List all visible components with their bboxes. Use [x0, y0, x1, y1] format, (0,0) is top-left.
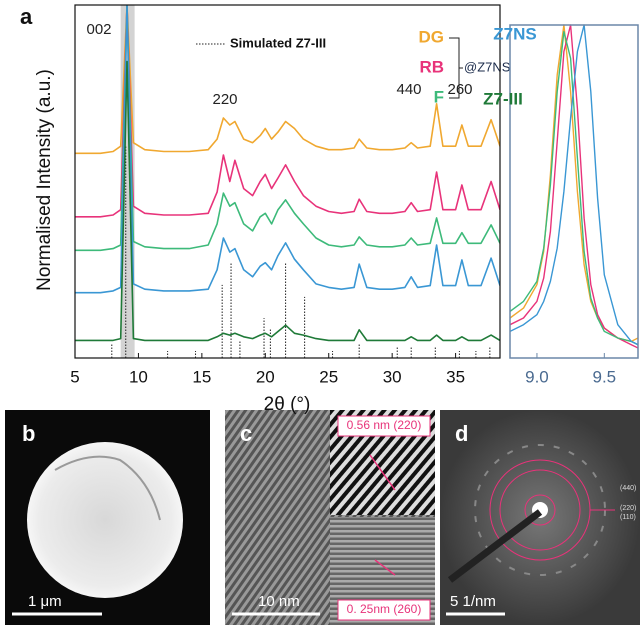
panel-label: a	[20, 4, 33, 29]
x-tick-label: 30	[383, 367, 402, 386]
panel-label: d	[455, 421, 468, 446]
x-tick-label: 9.5	[592, 367, 616, 386]
ring-label: (440)	[620, 485, 636, 492]
panel-label: c	[240, 421, 252, 446]
x-axis-title: 2θ (°)	[264, 394, 311, 415]
legend-suffix: @Z7NS	[464, 59, 511, 74]
scale-text: 1 μm	[28, 593, 62, 610]
legend-label: F	[434, 87, 444, 106]
x-tick-label: 10	[129, 367, 148, 386]
legend-label: RB	[419, 57, 444, 76]
x-tick-label: 25	[319, 367, 338, 386]
x-tick-label: 5	[70, 367, 79, 386]
annotation: 002	[86, 21, 111, 38]
panel-label: b	[22, 421, 35, 446]
scale-text: 10 nm	[258, 593, 300, 610]
annotation: 440	[396, 81, 421, 98]
y-axis-title: Normalised Intensity (a.u.)	[34, 69, 55, 291]
annotation: 260	[447, 81, 472, 98]
annotation: 220	[212, 91, 237, 108]
x-tick-label: 20	[256, 367, 275, 386]
ring-label: (110)	[620, 514, 636, 521]
legend-label: DG	[419, 27, 445, 46]
spacing-label: 0. 25nm (260)	[347, 602, 422, 616]
x-tick-label: 15	[192, 367, 211, 386]
legend-label: Z7-III	[483, 89, 523, 108]
ring-label: (220)	[620, 505, 636, 512]
spacing-label: 0.56 nm (220)	[347, 418, 422, 432]
page: b 1 μm 0.56 nm (220) 0. 25nm (260) c 10 …	[0, 0, 644, 629]
figure: b 1 μm 0.56 nm (220) 0. 25nm (260) c 10 …	[0, 0, 644, 629]
scale-text: 5 1/nm	[450, 593, 496, 610]
legend-label: Simulated Z7-III	[230, 35, 326, 50]
legend-label: Z7NS	[493, 24, 536, 43]
plot-area	[510, 25, 638, 348]
x-tick-label: 35	[446, 367, 465, 386]
x-tick-label: 9.0	[525, 367, 549, 386]
